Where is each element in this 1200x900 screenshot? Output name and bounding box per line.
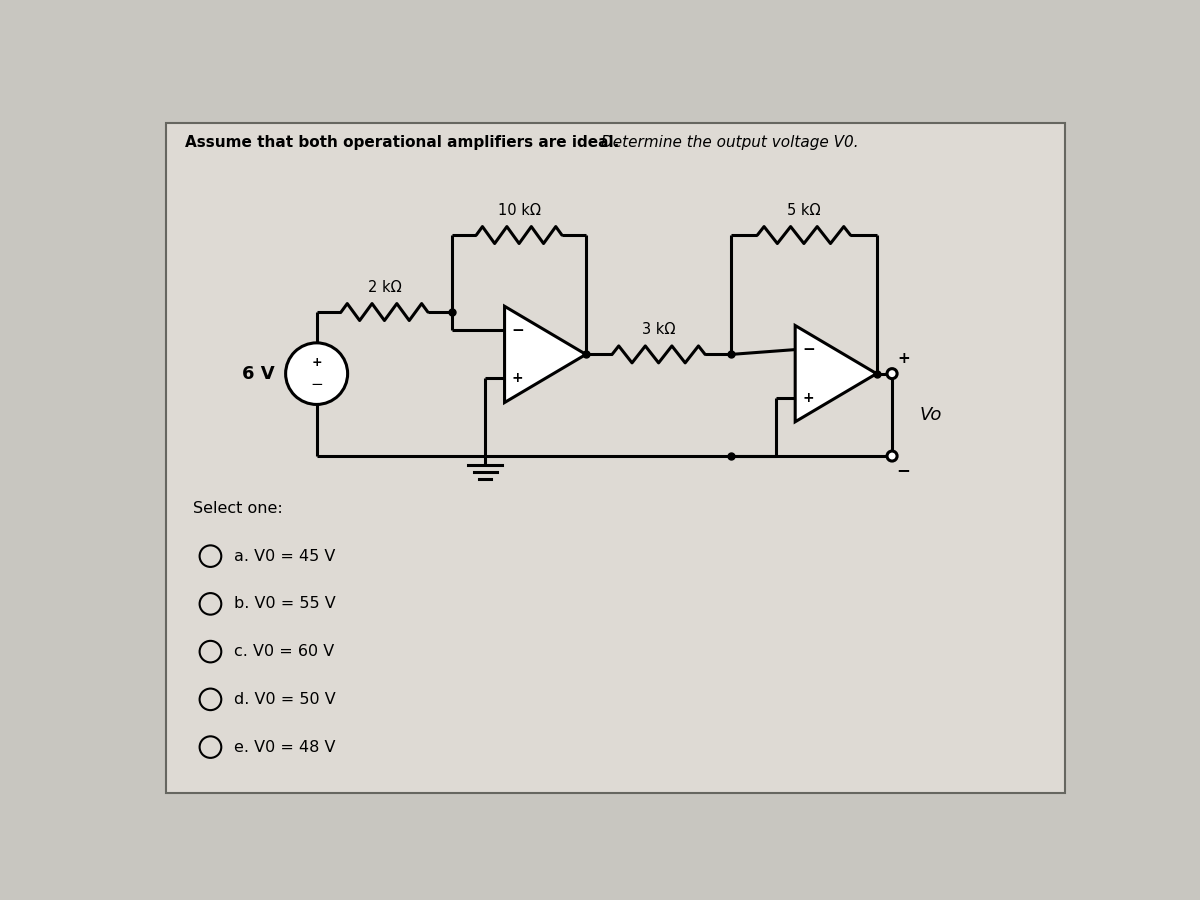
- Polygon shape: [504, 306, 586, 402]
- FancyBboxPatch shape: [166, 123, 1064, 793]
- Text: 6 V: 6 V: [242, 364, 275, 382]
- Text: Assume that both operational amplifiers are ideal.: Assume that both operational amplifiers …: [185, 135, 624, 150]
- Circle shape: [887, 451, 898, 461]
- Text: Vo: Vo: [919, 406, 942, 424]
- Circle shape: [887, 369, 898, 379]
- Text: b. V0 = 55 V: b. V0 = 55 V: [234, 597, 336, 611]
- Text: Determine the output voltage V0.: Determine the output voltage V0.: [601, 135, 859, 150]
- Text: +: +: [803, 391, 814, 405]
- Circle shape: [286, 343, 348, 404]
- Text: +: +: [898, 351, 910, 365]
- Text: Select one:: Select one:: [193, 501, 282, 516]
- Text: −: −: [511, 323, 524, 338]
- Text: −: −: [311, 377, 323, 392]
- Polygon shape: [796, 326, 876, 422]
- Text: e. V0 = 48 V: e. V0 = 48 V: [234, 740, 335, 754]
- Text: d. V0 = 50 V: d. V0 = 50 V: [234, 692, 336, 706]
- Text: +: +: [512, 372, 523, 385]
- Text: 10 kΩ: 10 kΩ: [498, 203, 540, 218]
- Text: 3 kΩ: 3 kΩ: [642, 322, 676, 338]
- Text: +: +: [311, 356, 322, 369]
- Text: −: −: [802, 342, 815, 357]
- Text: c. V0 = 60 V: c. V0 = 60 V: [234, 644, 334, 659]
- Text: −: −: [896, 461, 911, 479]
- Text: a. V0 = 45 V: a. V0 = 45 V: [234, 549, 335, 563]
- Text: 5 kΩ: 5 kΩ: [787, 203, 821, 218]
- Text: 2 kΩ: 2 kΩ: [367, 280, 401, 295]
